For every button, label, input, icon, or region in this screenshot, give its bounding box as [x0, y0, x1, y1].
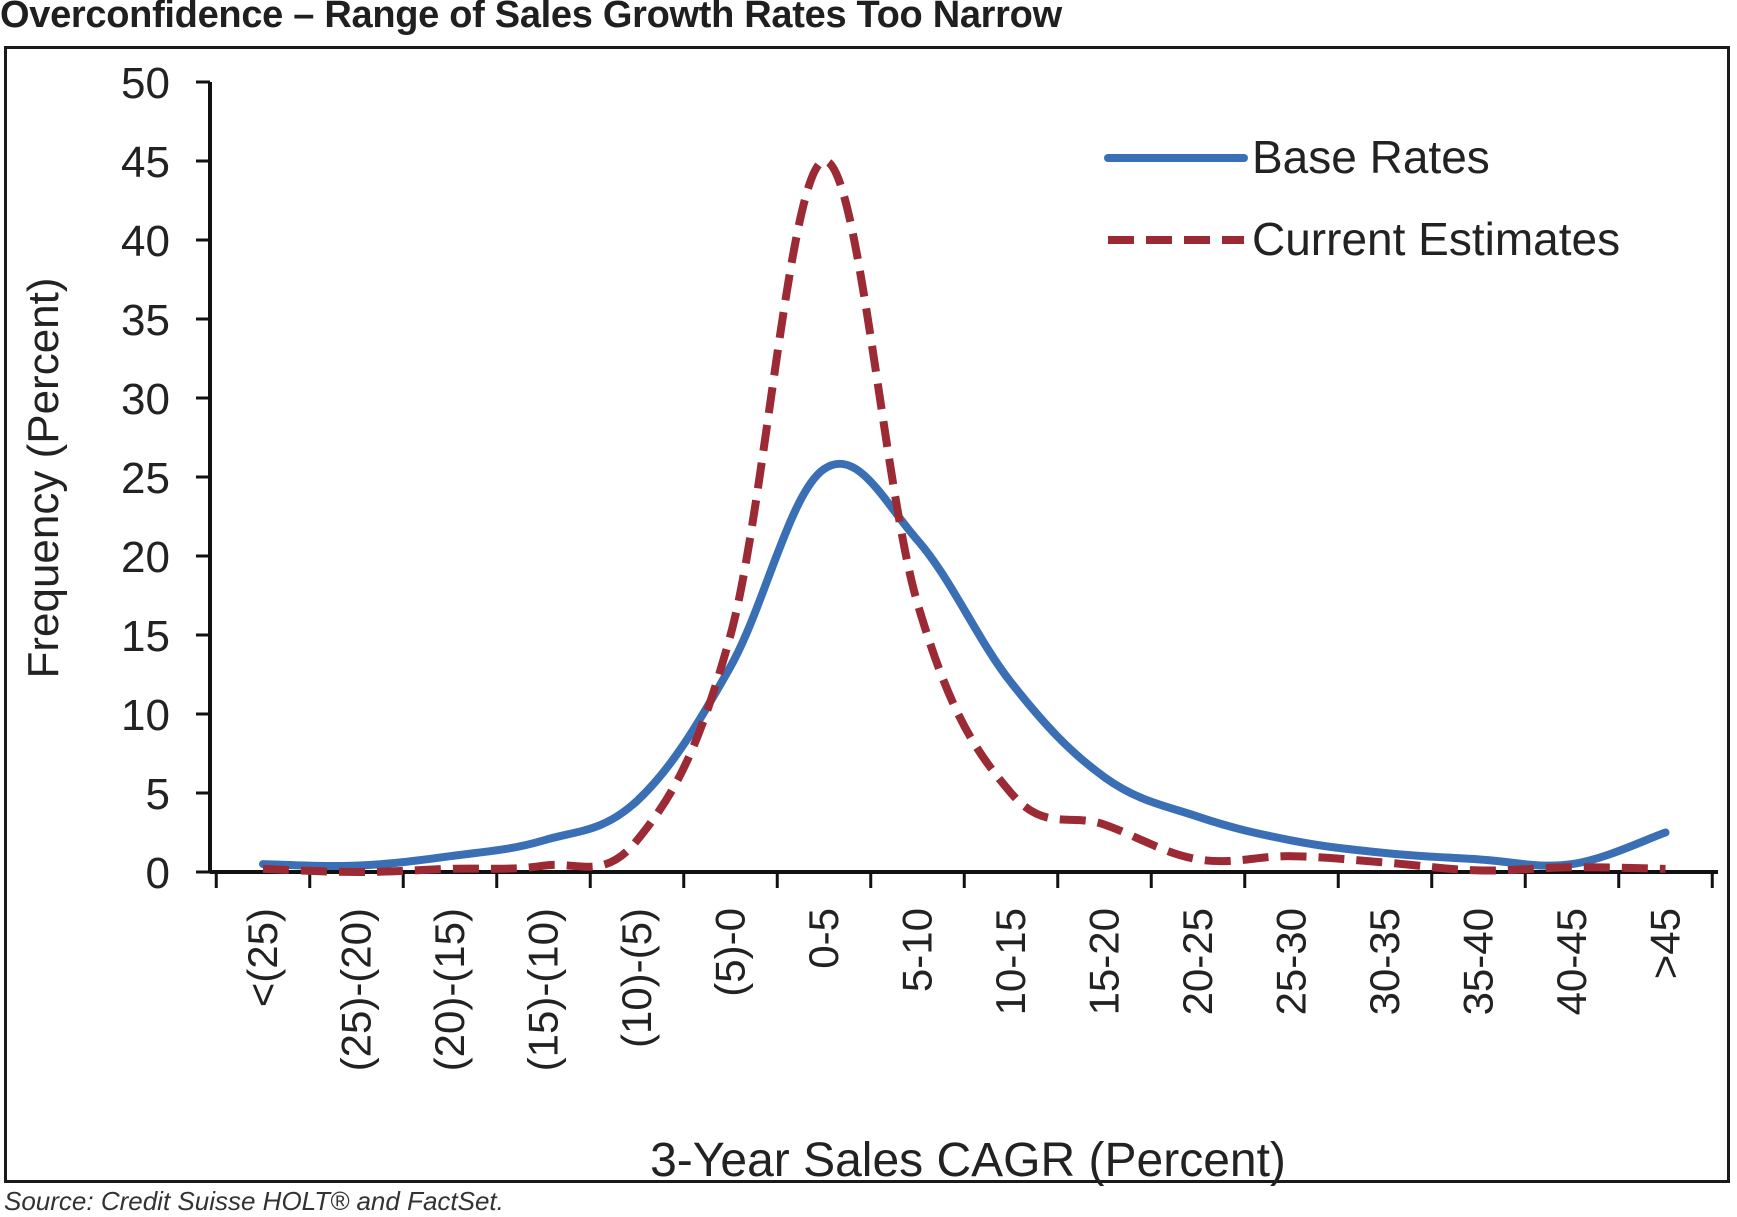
x-tick-label: 20-25 — [1174, 908, 1221, 1015]
y-tick-label: 25 — [121, 454, 170, 503]
y-tick-label: 10 — [121, 691, 170, 740]
x-tick-label: 0-5 — [800, 908, 847, 969]
x-tick-label: (20)-(15) — [426, 908, 473, 1071]
y-tick-label: 20 — [121, 533, 170, 582]
legend-label: Base Rates — [1252, 131, 1490, 183]
y-tick-label: 45 — [121, 138, 170, 187]
x-axis-label: 3-Year Sales CAGR (Percent) — [650, 1134, 1286, 1187]
y-axis-label: Frequency (Percent) — [19, 277, 68, 678]
y-tick-label: 35 — [121, 296, 170, 345]
x-tick-label: (25)-(20) — [333, 908, 380, 1071]
y-tick-label: 0 — [146, 849, 170, 898]
legend-label: Current Estimates — [1252, 213, 1620, 265]
x-tick-label: (15)-(10) — [520, 908, 567, 1071]
x-tick-label: 40-45 — [1548, 908, 1595, 1015]
x-tick-label: (10)-(5) — [613, 908, 660, 1048]
source-note: Source: Credit Suisse HOLT® and FactSet. — [4, 1186, 504, 1217]
x-tick-label: >45 — [1642, 908, 1689, 979]
x-tick-label: 5-10 — [894, 908, 941, 992]
x-tick-label: <(25) — [239, 908, 286, 1007]
series-line-base-rates — [263, 464, 1666, 866]
x-tick-label: 30-35 — [1361, 908, 1408, 1015]
x-tick-label: 10-15 — [987, 908, 1034, 1015]
x-tick-label: (5)-0 — [707, 908, 754, 997]
y-tick-label: 5 — [146, 770, 170, 819]
y-tick-label: 15 — [121, 612, 170, 661]
x-tick-label: 25-30 — [1268, 908, 1315, 1015]
y-tick-label: 50 — [121, 59, 170, 108]
x-tick-label: 15-20 — [1081, 908, 1128, 1015]
series-line-current-estimates — [263, 161, 1666, 872]
y-tick-label: 30 — [121, 375, 170, 424]
x-tick-label: 35-40 — [1455, 908, 1502, 1015]
y-tick-label: 40 — [121, 217, 170, 266]
